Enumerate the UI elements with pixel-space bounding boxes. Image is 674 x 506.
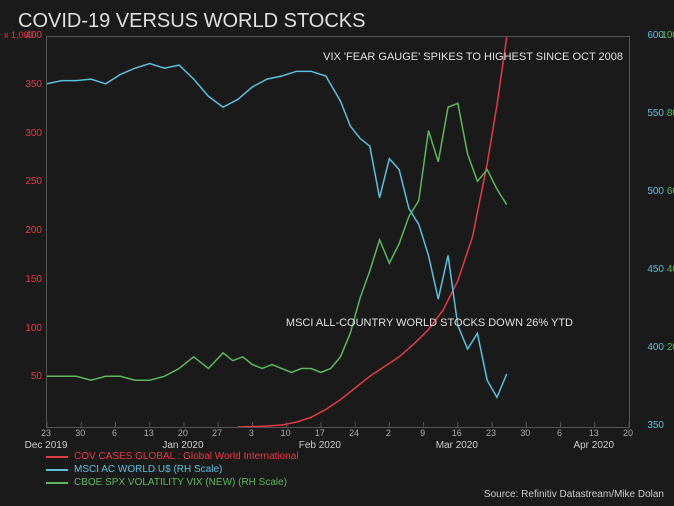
y3-tick: 40 xyxy=(658,264,674,275)
x-tick: 30 xyxy=(510,428,540,438)
x-tick: 17 xyxy=(305,428,335,438)
legend-label: COV CASES GLOBAL : Global World Internat… xyxy=(74,451,299,462)
x-tick: 3 xyxy=(236,428,266,438)
x-tick: 23 xyxy=(31,428,61,438)
y1-tick: 400 xyxy=(2,30,42,41)
y1-tick: 100 xyxy=(2,323,42,334)
x-tick: 13 xyxy=(579,428,609,438)
y1-tick: 50 xyxy=(2,371,42,382)
x-month: Apr 2020 xyxy=(564,440,624,451)
legend-swatch xyxy=(46,456,68,458)
x-month: Feb 2020 xyxy=(290,440,350,451)
plot-svg xyxy=(47,37,629,427)
source-text: Source: Refinitiv Datastream/Mike Dolan xyxy=(484,489,664,500)
x-tick: 27 xyxy=(202,428,232,438)
legend-swatch xyxy=(46,469,68,471)
x-tick: 6 xyxy=(99,428,129,438)
x-month: Jan 2020 xyxy=(153,440,213,451)
annotation-msci: MSCI ALL-COUNTRY WORLD STOCKS DOWN 26% Y… xyxy=(286,317,573,329)
legend: COV CASES GLOBAL : Global World Internat… xyxy=(46,451,299,490)
chart-container: COVID-19 VERSUS WORLD STOCKS x 1,000 VIX… xyxy=(0,0,674,506)
y3-tick: 20 xyxy=(658,342,674,353)
legend-item: CBOE SPX VOLATILITY VIX (NEW) (RH Scale) xyxy=(46,477,299,488)
x-month: Mar 2020 xyxy=(427,440,487,451)
y1-tick: 200 xyxy=(2,225,42,236)
y1-tick: 250 xyxy=(2,176,42,187)
x-tick: 24 xyxy=(339,428,369,438)
x-tick: 20 xyxy=(613,428,643,438)
x-tick: 6 xyxy=(545,428,575,438)
x-tick: 9 xyxy=(408,428,438,438)
y1-tick: 300 xyxy=(2,128,42,139)
annotation-vix: VIX 'FEAR GAUGE' SPIKES TO HIGHEST SINCE… xyxy=(323,51,623,63)
x-tick: 16 xyxy=(442,428,472,438)
plot-area: VIX 'FEAR GAUGE' SPIKES TO HIGHEST SINCE… xyxy=(46,36,630,428)
x-tick: 10 xyxy=(271,428,301,438)
legend-item: MSCI AC WORLD U$ (RH Scale) xyxy=(46,464,299,475)
y1-tick: 350 xyxy=(2,79,42,90)
legend-swatch xyxy=(46,482,68,484)
x-tick: 23 xyxy=(476,428,506,438)
x-tick: 2 xyxy=(373,428,403,438)
y3-tick: 80 xyxy=(658,108,674,119)
legend-label: MSCI AC WORLD U$ (RH Scale) xyxy=(74,464,222,475)
x-tick: 30 xyxy=(65,428,95,438)
y3-tick: 100 xyxy=(658,30,674,41)
chart-title: COVID-19 VERSUS WORLD STOCKS xyxy=(18,10,365,33)
x-month: Dec 2019 xyxy=(16,440,76,451)
legend-item: COV CASES GLOBAL : Global World Internat… xyxy=(46,451,299,462)
x-tick: 13 xyxy=(134,428,164,438)
y1-tick: 150 xyxy=(2,274,42,285)
legend-label: CBOE SPX VOLATILITY VIX (NEW) (RH Scale) xyxy=(74,477,287,488)
y3-tick: 60 xyxy=(658,186,674,197)
x-tick: 20 xyxy=(168,428,198,438)
